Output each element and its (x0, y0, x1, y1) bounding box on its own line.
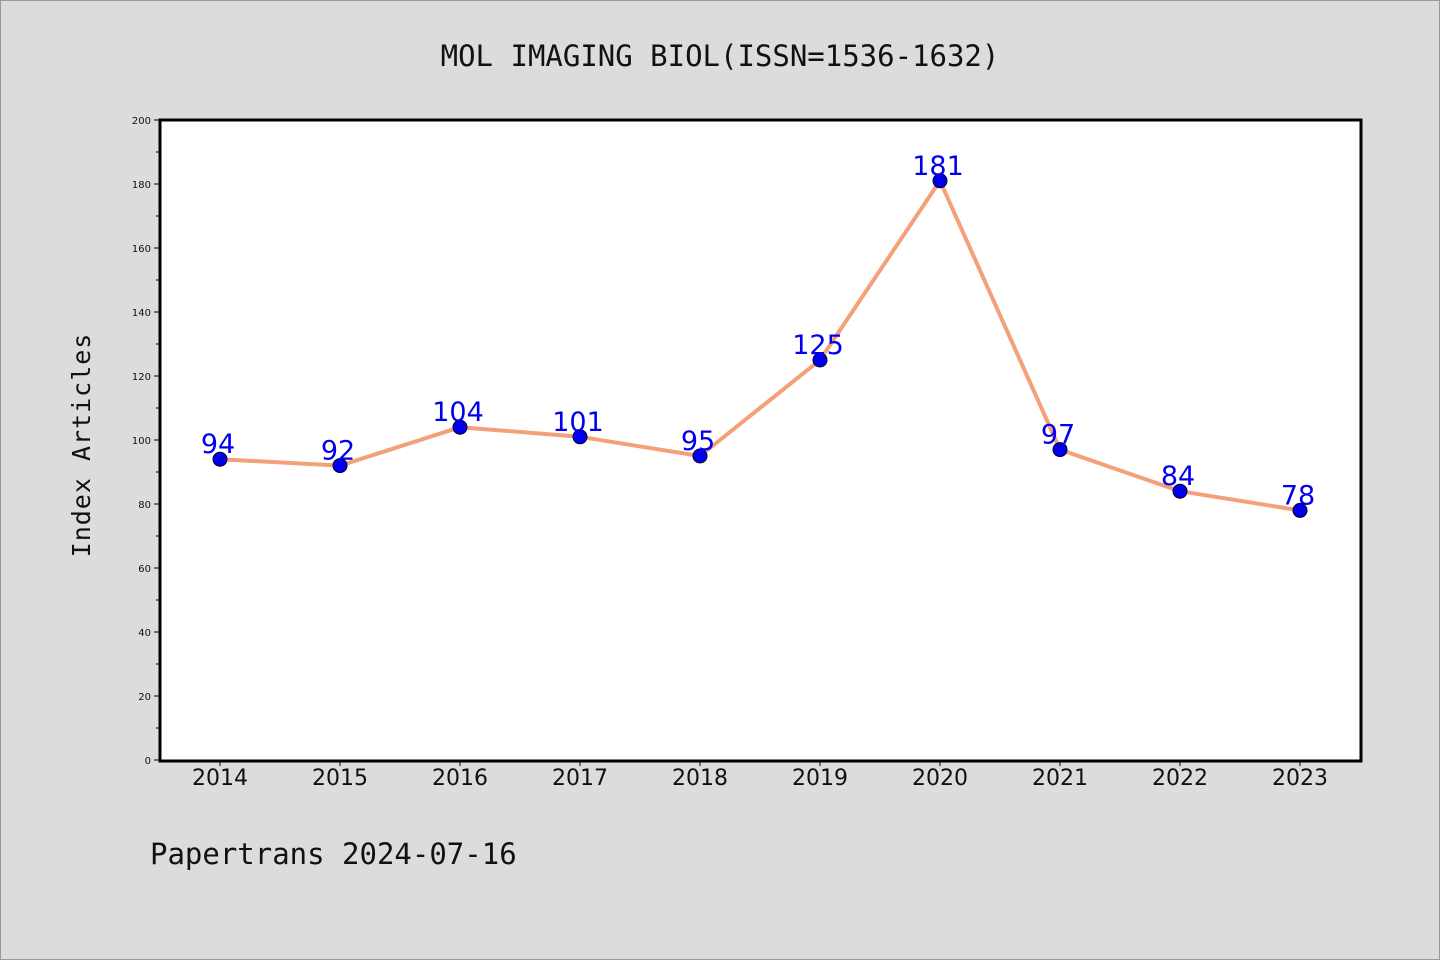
data-label: 84 (1161, 461, 1195, 492)
footer-credit: Papertrans 2024-07-16 (150, 837, 517, 871)
x-tick-label: 2016 (432, 766, 488, 791)
series-line (218, 178, 1302, 513)
y-tick-label: 120 (132, 372, 151, 383)
data-label: 125 (792, 330, 844, 361)
data-point (1292, 502, 1308, 518)
data-point (692, 448, 708, 464)
data-point (1052, 442, 1068, 458)
data-label: 92 (321, 436, 355, 467)
data-label: 101 (552, 407, 604, 438)
data-label: 104 (432, 397, 484, 428)
x-tick-label: 2015 (312, 766, 368, 791)
x-tick-label: 2022 (1152, 766, 1208, 791)
chart-title: MOL IMAGING BIOL(ISSN=1536-1632) (441, 39, 1000, 73)
x-tick-label: 2014 (192, 766, 248, 791)
data-point (1172, 483, 1188, 499)
y-axis: 0 20 40 60 80 100 120 140 160 180 200 (132, 116, 160, 767)
series-layer: 94 92 104 101 95 125 181 97 84 78 (201, 151, 1315, 518)
data-label: 181 (912, 151, 964, 182)
data-label: 78 (1281, 480, 1315, 511)
y-tick-label: 40 (138, 628, 151, 639)
data-point (812, 352, 828, 368)
x-tick-label: 2019 (792, 766, 848, 791)
data-label: 94 (201, 429, 235, 460)
y-tick-label: 60 (138, 564, 151, 575)
y-axis-label: Index Articles (67, 333, 96, 558)
x-tick-label: 2018 (672, 766, 728, 791)
x-tick-label: 2023 (1272, 766, 1328, 791)
data-label: 97 (1041, 420, 1075, 451)
y-tick-label: 180 (132, 180, 151, 191)
x-tick-label: 2021 (1032, 766, 1088, 791)
y-tick-label: 80 (138, 500, 151, 511)
plot-area (158, 118, 1363, 763)
data-point (212, 451, 228, 467)
y-tick-label: 20 (138, 692, 151, 703)
y-tick-label: 200 (132, 116, 151, 127)
data-point (572, 429, 588, 445)
y-tick-label: 140 (132, 308, 151, 319)
data-label: 95 (681, 426, 715, 457)
x-tick-label: 2020 (912, 766, 968, 791)
y-tick-label: 100 (132, 436, 151, 447)
data-point (452, 419, 468, 435)
x-tick-label: 2017 (552, 766, 608, 791)
x-axis: 2014 2015 2016 2017 2018 2019 2020 2021 2022 2023 (192, 760, 1328, 791)
y-tick-label: 0 (145, 756, 151, 767)
data-point (332, 458, 348, 474)
data-point (932, 173, 948, 189)
y-tick-label: 160 (132, 244, 151, 255)
